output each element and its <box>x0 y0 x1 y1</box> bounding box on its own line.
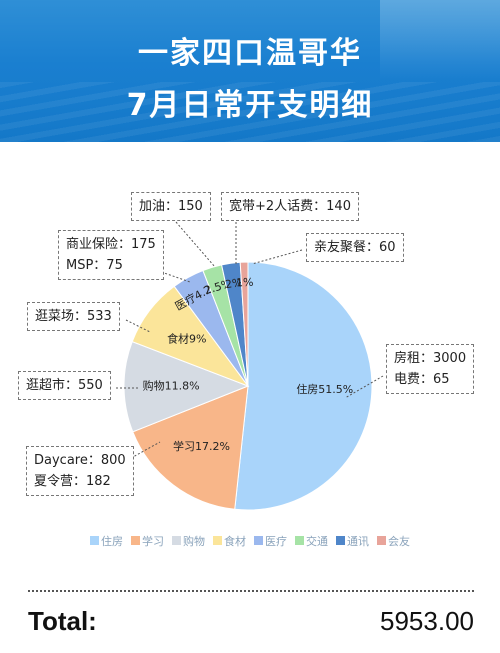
leader-line <box>175 221 216 268</box>
legend-item-医疗: 医疗 <box>254 534 287 548</box>
annotation-grocery: 逛菜场：533 <box>27 302 120 331</box>
slice-label-会友: 1% <box>236 276 254 290</box>
pie-slice-学习 <box>132 385 249 510</box>
slice-label-通讯: 2% <box>224 276 243 291</box>
leader-line <box>125 319 151 333</box>
annotation-line: 逛超市：550 <box>26 378 103 393</box>
legend-item-食材: 食材 <box>213 534 246 548</box>
annotation-line: MSP：75 <box>66 258 123 273</box>
legend-label: 医疗 <box>265 534 287 548</box>
slice-label-住房: 住房51.5% <box>296 382 353 396</box>
leader-line <box>251 249 303 265</box>
legend-swatch <box>213 536 222 545</box>
leader-line <box>344 375 384 399</box>
annotation-insurance: 商业保险：175 MSP：75 <box>58 230 164 280</box>
annotation-line: 宽带+2人话费：140 <box>229 199 351 214</box>
legend-item-交通: 交通 <box>295 534 328 548</box>
legend-swatch <box>377 536 386 545</box>
skyline-photo <box>380 0 500 80</box>
legend-swatch <box>254 536 263 545</box>
legend-item-住房: 住房 <box>90 534 123 548</box>
annotation-line: 逛菜场：533 <box>35 309 112 324</box>
header-banner: 一家四口温哥华 7月日常开支明细 <box>0 0 500 142</box>
annotation-fuel: 加油：150 <box>131 192 211 221</box>
total-label: Total: <box>28 606 97 636</box>
pie-slice-住房 <box>234 261 373 511</box>
legend-label: 学习 <box>142 534 164 548</box>
legend-item-会友: 会友 <box>377 534 410 548</box>
annotation-friends: 亲友聚餐：60 <box>306 233 404 262</box>
water-photo <box>0 82 500 142</box>
slice-label-学习: 学习17.2% <box>173 439 230 453</box>
legend-item-购物: 购物 <box>172 534 205 548</box>
page-subtitle: 7月日常开支明细 <box>126 88 374 123</box>
legend-swatch <box>131 536 140 545</box>
legend-label: 食材 <box>224 534 246 548</box>
total-value: 5953.00 <box>380 606 474 636</box>
annotation-line: 房租：3000 <box>394 351 467 366</box>
legend-label: 通讯 <box>347 535 369 548</box>
annotation-line: 电费：65 <box>394 372 450 387</box>
total-divider <box>28 590 474 592</box>
legend-swatch <box>90 536 99 545</box>
legend-swatch <box>172 536 181 545</box>
pie-slice-购物 <box>123 340 250 433</box>
leader-line <box>123 441 161 463</box>
annotation-line: 加油：150 <box>139 199 203 214</box>
legend-label: 会友 <box>388 534 410 548</box>
legend-swatch <box>295 536 304 545</box>
annotation-line: 夏令营：182 <box>34 474 111 489</box>
annotation-supermarket: 逛超市：550 <box>18 371 111 400</box>
annotation-line: 商业保险：175 <box>66 237 156 252</box>
slice-label-食材: 食材9% <box>167 332 206 346</box>
legend-swatch <box>336 536 345 545</box>
legend-label: 购物 <box>183 534 205 548</box>
legend-label: 交通 <box>306 534 328 548</box>
legend-label: 住房 <box>101 534 123 548</box>
annotation-phone: 宽带+2人话费：140 <box>221 192 359 221</box>
slice-label-购物: 购物11.8% <box>143 379 200 393</box>
annotation-housing: 房租：3000 电费：65 <box>386 344 475 394</box>
expense-pie-chart: 住房51.5%学习17.2%购物11.8%食材9%医疗4.2%2.5%2%1%住… <box>90 221 410 548</box>
legend-item-学习: 学习 <box>131 534 164 548</box>
annotation-study: Daycare：800 夏令营：182 <box>26 446 134 496</box>
leader-line <box>149 267 191 283</box>
legend-item-通讯: 通讯 <box>336 535 369 548</box>
page-title: 一家四口温哥华 <box>138 36 362 71</box>
annotation-line: Daycare：800 <box>34 453 126 468</box>
pie-slice-会友 <box>239 261 249 387</box>
annotation-line: 亲友聚餐：60 <box>314 240 396 255</box>
